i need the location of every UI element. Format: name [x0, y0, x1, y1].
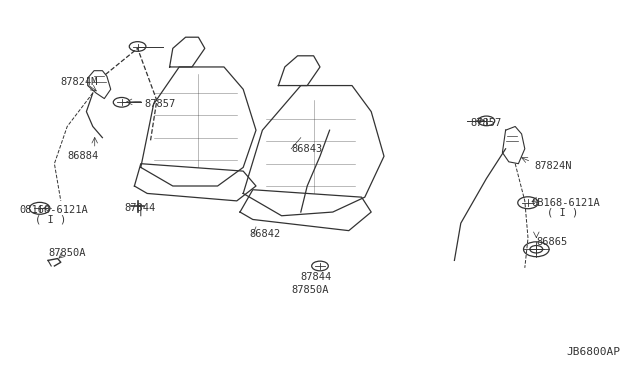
Text: 87824M: 87824M — [61, 77, 99, 87]
Text: 87857: 87857 — [144, 99, 175, 109]
Text: ( I ): ( I ) — [547, 207, 579, 217]
Text: 08168-6121A: 08168-6121A — [19, 205, 88, 215]
Text: 87824N: 87824N — [534, 161, 572, 170]
Text: 86884: 86884 — [67, 151, 99, 161]
Text: 87857: 87857 — [470, 118, 502, 128]
Text: 87850A: 87850A — [48, 248, 86, 258]
Text: ( I ): ( I ) — [35, 215, 67, 224]
Text: 86842: 86842 — [250, 230, 281, 239]
Text: JB6800AP: JB6800AP — [567, 347, 621, 357]
Text: 87850A: 87850A — [291, 285, 329, 295]
Text: 87844: 87844 — [125, 203, 156, 213]
Text: 87844: 87844 — [301, 272, 332, 282]
Text: 0B168-6121A: 0B168-6121A — [531, 198, 600, 208]
Text: 86843: 86843 — [291, 144, 323, 154]
Text: 86865: 86865 — [536, 237, 568, 247]
